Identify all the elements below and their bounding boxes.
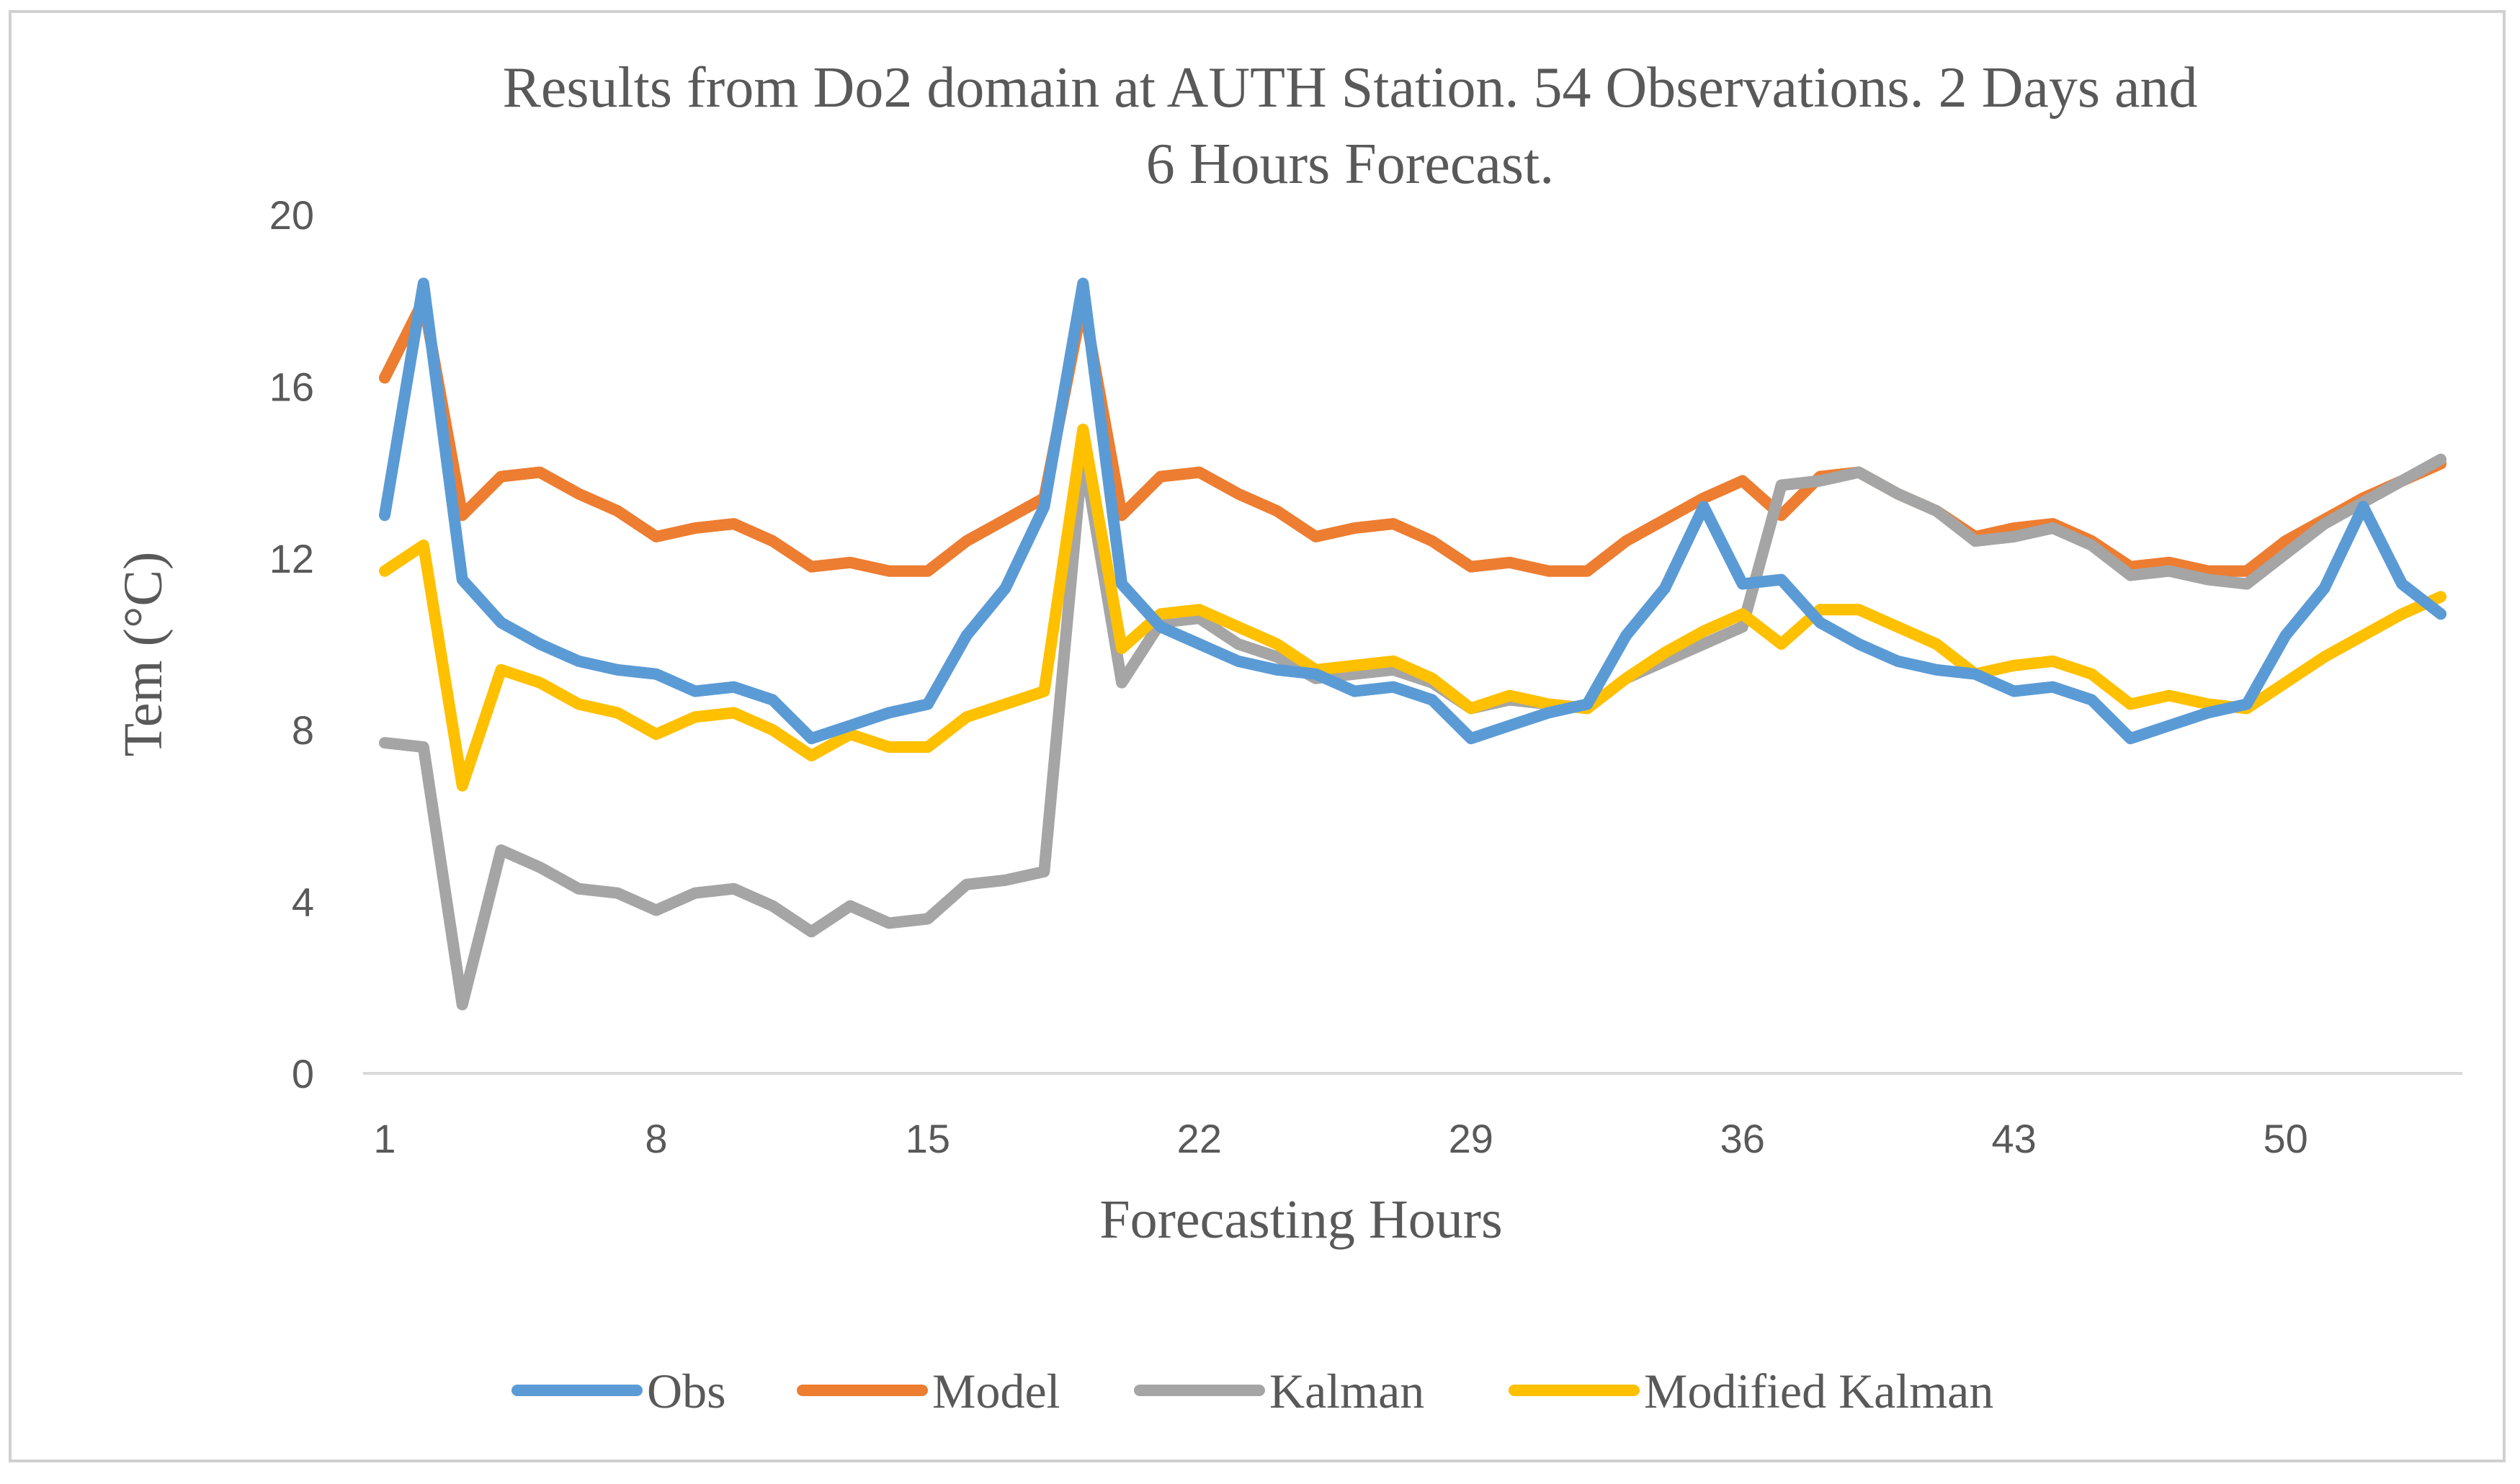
legend: Obs Model Kalman Modified Kalman xyxy=(511,1364,1993,1418)
x-tick-label-50: 50 xyxy=(2263,1116,2307,1161)
x-tick-label-43: 43 xyxy=(1992,1116,2037,1161)
y-tick-label-8: 8 xyxy=(292,707,314,753)
x-tick-label-22: 22 xyxy=(1177,1116,1222,1161)
series-line-model xyxy=(379,295,2447,577)
x-tick-label-15: 15 xyxy=(906,1116,950,1161)
y-axis-title: Tem (°C) xyxy=(113,552,174,757)
y-tick-label-20: 20 xyxy=(269,192,314,238)
x-tick-label-36: 36 xyxy=(1720,1116,1765,1161)
y-tick-label-0: 0 xyxy=(292,1051,314,1096)
chart-title-line-1: Results from Do2 domain at AUTH Station.… xyxy=(502,56,2197,120)
legend-item-model: Model xyxy=(797,1364,1060,1418)
chart-title: Results from Do2 domain at AUTH Station.… xyxy=(502,56,2197,196)
y-tick-label-16: 16 xyxy=(269,364,314,409)
x-axis-tick-labels: 1 8 15 22 29 36 43 50 xyxy=(373,1116,2307,1161)
series-line-modified-kalman xyxy=(379,424,2447,792)
legend-item-kalman: Kalman xyxy=(1134,1364,1424,1418)
legend-label-obs: Obs xyxy=(647,1364,726,1418)
x-axis-title: Forecasting Hours xyxy=(1099,1189,1502,1250)
x-tick-label-29: 29 xyxy=(1449,1116,1493,1161)
legend-item-obs: Obs xyxy=(511,1364,726,1418)
legend-label-modified-kalman: Modified Kalman xyxy=(1644,1364,1993,1418)
series-line-kalman xyxy=(379,444,2447,1011)
series-lines xyxy=(379,277,2447,1011)
line-chart: Results from Do2 domain at AUTH Station.… xyxy=(113,56,2462,1418)
chart-title-line-2: 6 Hours Forecast. xyxy=(1146,133,1555,196)
y-tick-label-12: 12 xyxy=(269,536,314,581)
legend-label-kalman: Kalman xyxy=(1269,1364,1424,1418)
series-line-obs xyxy=(379,277,2447,745)
legend-item-modified-kalman: Modified Kalman xyxy=(1509,1364,1993,1418)
y-tick-label-4: 4 xyxy=(292,880,314,925)
x-tick-label-1: 1 xyxy=(373,1116,396,1161)
legend-label-model: Model xyxy=(932,1364,1060,1418)
y-axis-tick-labels: 0 4 8 12 16 20 xyxy=(269,192,314,1096)
chart-frame: Results from Do2 domain at AUTH Station.… xyxy=(9,10,2506,1462)
x-tick-label-8: 8 xyxy=(645,1116,667,1161)
